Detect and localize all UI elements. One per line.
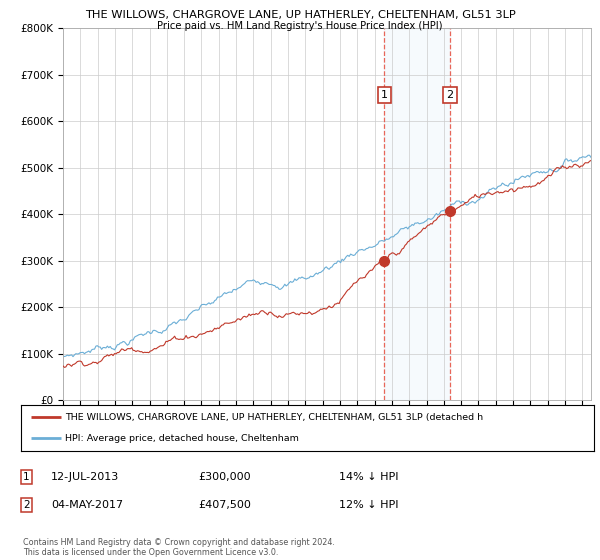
Text: 1: 1 bbox=[23, 472, 29, 482]
Text: HPI: Average price, detached house, Cheltenham: HPI: Average price, detached house, Chel… bbox=[65, 434, 299, 443]
Text: 2: 2 bbox=[446, 90, 454, 100]
Text: £300,000: £300,000 bbox=[198, 472, 251, 482]
Text: 12% ↓ HPI: 12% ↓ HPI bbox=[339, 500, 398, 510]
Text: £407,500: £407,500 bbox=[198, 500, 251, 510]
Text: Contains HM Land Registry data © Crown copyright and database right 2024.
This d: Contains HM Land Registry data © Crown c… bbox=[23, 538, 335, 557]
Text: 1: 1 bbox=[380, 90, 388, 100]
Text: THE WILLOWS, CHARGROVE LANE, UP HATHERLEY, CHELTENHAM, GL51 3LP (detached h: THE WILLOWS, CHARGROVE LANE, UP HATHERLE… bbox=[65, 413, 483, 422]
Text: 04-MAY-2017: 04-MAY-2017 bbox=[51, 500, 123, 510]
Text: 2: 2 bbox=[23, 500, 29, 510]
Text: 14% ↓ HPI: 14% ↓ HPI bbox=[339, 472, 398, 482]
Text: Price paid vs. HM Land Registry's House Price Index (HPI): Price paid vs. HM Land Registry's House … bbox=[157, 21, 443, 31]
Text: 12-JUL-2013: 12-JUL-2013 bbox=[51, 472, 119, 482]
Bar bbox=[384, 28, 450, 400]
Text: THE WILLOWS, CHARGROVE LANE, UP HATHERLEY, CHELTENHAM, GL51 3LP: THE WILLOWS, CHARGROVE LANE, UP HATHERLE… bbox=[85, 10, 515, 20]
